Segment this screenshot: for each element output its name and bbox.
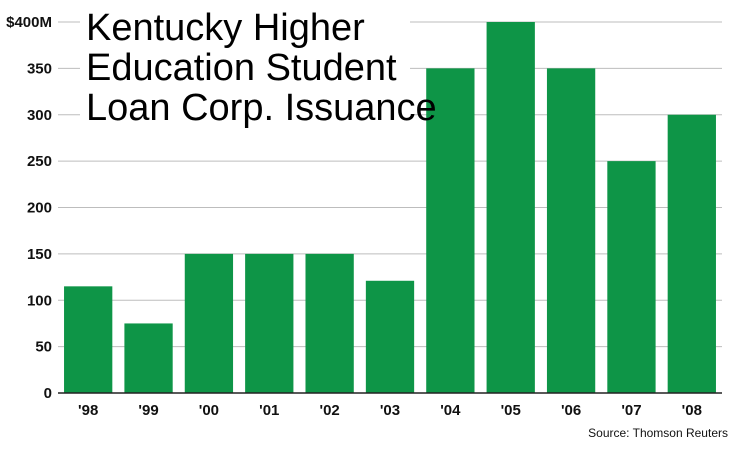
x-tick-label: '04 — [440, 402, 461, 419]
title-line-3: Loan Corp. Issuance — [86, 87, 437, 129]
y-tick-label: 150 — [27, 246, 52, 263]
x-tick-label: '05 — [501, 402, 521, 419]
x-tick-label: '98 — [78, 402, 98, 419]
bar — [184, 253, 234, 393]
x-tick-label: '01 — [259, 402, 279, 419]
y-tick-label: 350 — [27, 60, 52, 77]
title-line-2: Education Student — [86, 47, 397, 89]
chart-title: Kentucky Higher Education Student Loan C… — [80, 4, 437, 129]
x-tick-label: '08 — [682, 402, 702, 419]
x-tick-label: '02 — [320, 402, 340, 419]
bar — [245, 253, 294, 393]
y-tick-labels: 0 50 100 150 200 250 300 350 $400M — [6, 14, 52, 402]
x-tick-label: '03 — [380, 402, 400, 419]
bar — [667, 114, 716, 393]
bar — [546, 68, 596, 393]
bar — [64, 286, 113, 393]
x-tick-label: '06 — [561, 402, 581, 419]
x-tick-label: '00 — [199, 402, 219, 419]
y-tick-label: 0 — [44, 385, 52, 402]
x-tick-labels: '98 '99 '00 '01 '02 '03 '04 '05 '06 '07 '08 — [78, 402, 702, 419]
bars — [64, 22, 716, 393]
bar — [486, 22, 535, 393]
y-tick-label: 200 — [27, 200, 52, 217]
title-background — [80, 4, 410, 126]
y-tick-label: 50 — [35, 339, 52, 356]
y-tick-label: 250 — [27, 153, 52, 170]
title-line-1: Kentucky Higher — [86, 7, 365, 49]
bar — [426, 68, 475, 393]
x-tick-label: '99 — [138, 402, 158, 419]
source-note: Source: Thomson Reuters — [588, 426, 728, 440]
bar — [365, 280, 415, 393]
bar — [305, 253, 354, 393]
y-tick-label: $400M — [6, 14, 52, 31]
bar — [607, 161, 656, 393]
y-tick-label: 100 — [27, 292, 52, 309]
y-tick-label: 300 — [27, 107, 52, 124]
bar — [124, 323, 173, 393]
x-tick-label: '07 — [621, 402, 641, 419]
